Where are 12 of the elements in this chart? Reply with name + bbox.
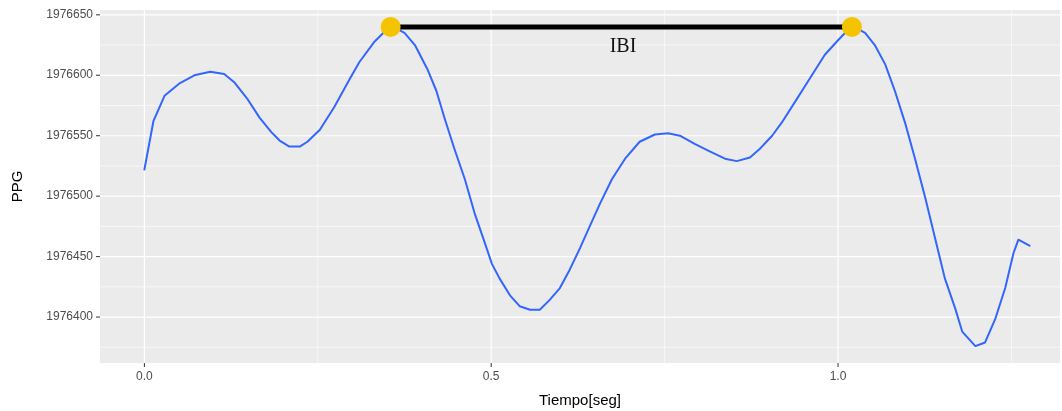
y-tick-label: 1976450	[46, 248, 94, 263]
y-tick-label: 1976550	[46, 127, 94, 142]
x-tick-label: 0.5	[482, 369, 500, 383]
x-tick-label: 0.0	[136, 369, 154, 383]
y-tick-label: 1976500	[46, 188, 94, 203]
y-tick-label: 1976650	[46, 7, 94, 22]
y-tick-label: 1976400	[46, 309, 94, 324]
x-tick-label: 1.0	[829, 369, 847, 383]
y-axis-title: PPG	[8, 170, 25, 203]
annotation: IBI	[609, 33, 637, 56]
x-axis-title: Tiempo[seg]	[539, 391, 621, 408]
y-tick-label: 1976600	[46, 67, 94, 82]
